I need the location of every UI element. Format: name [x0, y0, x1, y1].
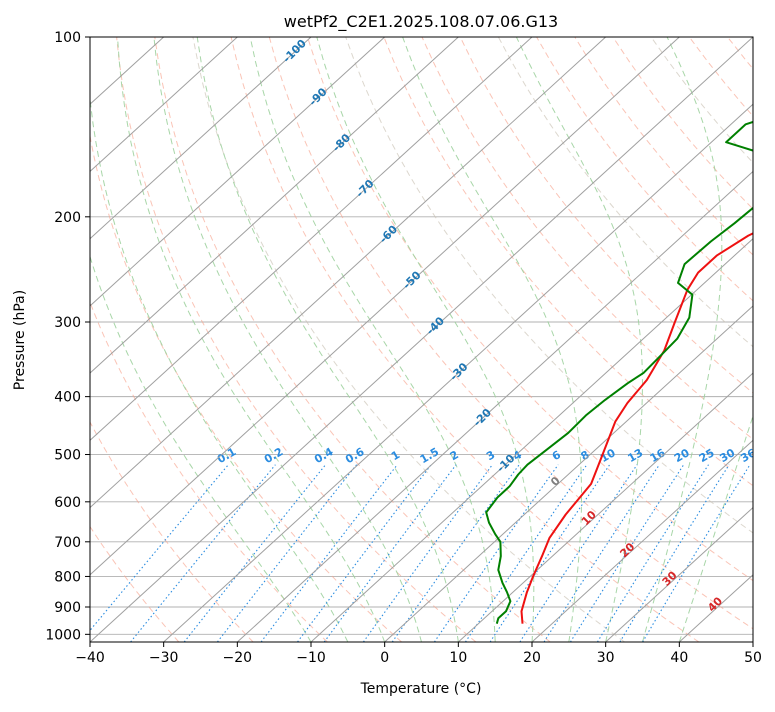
y-tick-label: 1000	[45, 627, 81, 643]
x-axis-label: Temperature (°C)	[360, 681, 482, 697]
x-tick-label: 50	[744, 650, 762, 666]
y-tick-label: 500	[54, 448, 81, 464]
y-tick-label: 600	[54, 495, 81, 511]
y-axis-label: Pressure (hPa)	[12, 290, 28, 390]
y-tick-label: 400	[54, 390, 81, 406]
x-tick-label: 20	[523, 650, 541, 666]
x-tick-label: −20	[223, 650, 253, 666]
y-tick-label: 900	[54, 600, 81, 616]
y-tick-label: 100	[54, 30, 81, 46]
x-tick-label: 40	[670, 650, 688, 666]
y-tick-label: 700	[54, 535, 81, 551]
chart-title: wetPf2_C2E1.2025.108.07.06.G13	[284, 12, 558, 32]
x-tick-label: 30	[597, 650, 615, 666]
y-tick-label: 200	[54, 210, 81, 226]
y-tick-label: 300	[54, 315, 81, 331]
y-tick-label: 800	[54, 569, 81, 585]
x-tick-label: −10	[296, 650, 326, 666]
x-tick-label: 0	[380, 650, 389, 666]
x-tick-label: −30	[149, 650, 179, 666]
x-tick-label: 10	[449, 650, 467, 666]
x-tick-label: −40	[75, 650, 105, 666]
